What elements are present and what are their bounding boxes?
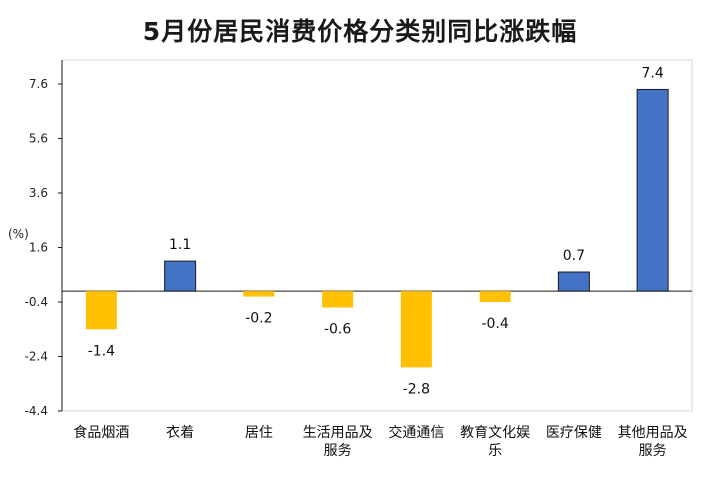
bar <box>164 260 197 292</box>
bar <box>322 291 354 308</box>
data-label: 0.7 <box>563 248 585 264</box>
data-label: 7.4 <box>641 65 663 81</box>
y-tick-label: -0.4 <box>25 295 48 309</box>
y-tick-label: -4.4 <box>25 404 48 418</box>
bar <box>479 291 511 302</box>
x-category-label: 衣着 <box>166 425 194 441</box>
data-label: -1.4 <box>88 343 115 359</box>
x-category-label: 乐 <box>488 443 502 459</box>
x-category-label: 生活用品及 <box>303 425 373 441</box>
data-label: 1.1 <box>169 237 191 253</box>
bar <box>243 291 275 297</box>
bar <box>557 271 590 292</box>
x-category-label: 服务 <box>639 443 667 459</box>
bar <box>400 291 432 368</box>
x-category-label: 医疗保健 <box>546 425 602 441</box>
data-label: -0.6 <box>324 321 351 337</box>
x-category-label: 居住 <box>245 425 273 441</box>
y-tick-label: 3.6 <box>29 186 48 200</box>
y-axis-unit-label: (%) <box>8 227 29 241</box>
x-category-label: 其他用品及 <box>618 425 688 441</box>
x-category-label: 服务 <box>324 443 352 459</box>
x-category-label: 教育文化娱 <box>460 425 530 441</box>
y-tick-label: 5.6 <box>29 132 48 146</box>
plot-frame <box>61 59 693 412</box>
data-label: -0.2 <box>245 311 272 327</box>
x-category-label: 交通通信 <box>388 424 444 441</box>
y-tick-label: 1.6 <box>29 241 48 255</box>
bar <box>636 88 669 292</box>
x-category-label: 食品烟酒 <box>73 424 129 441</box>
bar <box>85 291 117 330</box>
y-tick-label: 7.6 <box>29 77 48 91</box>
data-label: -2.8 <box>403 381 430 397</box>
y-tick-label: -2.4 <box>25 350 48 364</box>
data-label: -0.4 <box>481 316 508 332</box>
chart-title: 5月份居民消费价格分类别同比涨跌幅 <box>142 17 578 46</box>
